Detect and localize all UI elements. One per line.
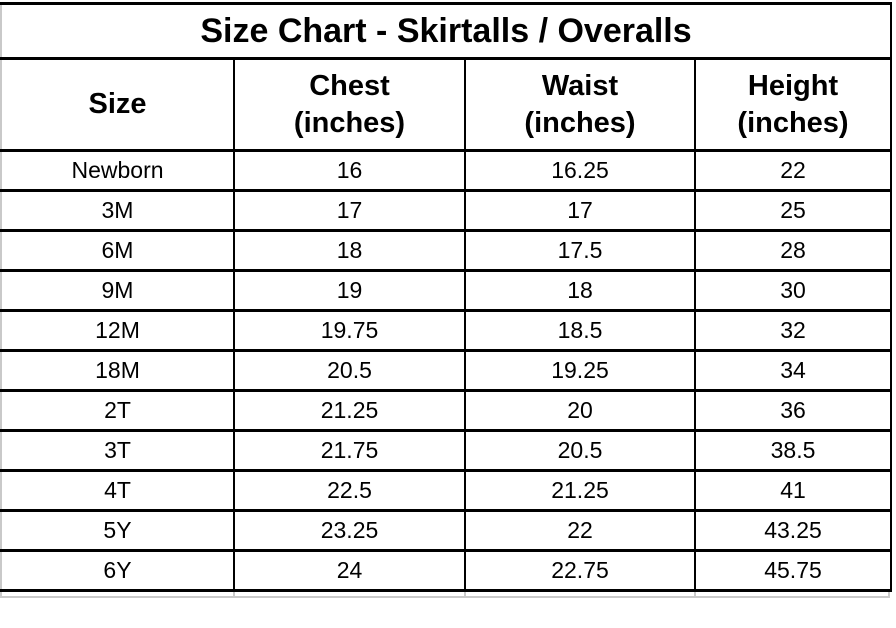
cell-waist: 20.5 <box>464 429 696 472</box>
column-header-chest-unit: (inches) <box>293 106 406 139</box>
chart-title: Size Chart - Skirtalls / Overalls <box>0 2 893 60</box>
grid-line <box>464 592 466 598</box>
table-row-18m: 18M 20.5 19.25 34 <box>0 349 893 392</box>
table-continuation <box>0 592 890 598</box>
cell-height: 32 <box>693 309 893 352</box>
column-header-height: Height (inches) <box>693 57 893 152</box>
cell-size: 9M <box>0 269 235 312</box>
table-row-3m: 3M 17 17 25 <box>0 189 893 232</box>
cell-chest: 19 <box>233 269 466 312</box>
grid-line <box>694 592 696 598</box>
cell-waist: 19.25 <box>464 349 696 392</box>
cell-waist: 16.25 <box>464 149 696 192</box>
cell-size: 3T <box>0 429 235 472</box>
table-row-3t: 3T 21.75 20.5 38.5 <box>0 429 893 472</box>
cell-height: 22 <box>693 149 893 192</box>
cell-height: 36 <box>693 389 893 432</box>
column-header-chest: Chest (inches) <box>233 57 466 152</box>
cell-size: 2T <box>0 389 235 432</box>
column-header-size: Size <box>0 57 235 152</box>
cell-size: 4T <box>0 469 235 512</box>
cell-height: 45.75 <box>693 549 893 592</box>
cell-chest: 19.75 <box>233 309 466 352</box>
cell-height: 38.5 <box>693 429 893 472</box>
size-chart-table: Size Chart - Skirtalls / Overalls Size C… <box>0 2 893 592</box>
column-header-waist-unit: (inches) <box>524 106 636 139</box>
grid-line <box>0 592 2 598</box>
cell-waist: 17 <box>464 189 696 232</box>
cell-height: 43.25 <box>693 509 893 552</box>
cell-size: 5Y <box>0 509 235 552</box>
cell-size: 6Y <box>0 549 235 592</box>
column-header-size-label: Size <box>88 88 147 120</box>
cell-waist: 22.75 <box>464 549 696 592</box>
cell-chest: 16 <box>233 149 466 192</box>
cell-height: 34 <box>693 349 893 392</box>
cell-chest: 17 <box>233 189 466 232</box>
column-header-waist-label: Waist <box>541 69 619 102</box>
cell-waist: 20 <box>464 389 696 432</box>
cell-size: 12M <box>0 309 235 352</box>
table-row-6y: 6Y 24 22.75 45.75 <box>0 549 893 592</box>
cell-size: 3M <box>0 189 235 232</box>
table-row-12m: 12M 19.75 18.5 32 <box>0 309 893 352</box>
cell-height: 28 <box>693 229 893 272</box>
cell-waist: 21.25 <box>464 469 696 512</box>
cell-chest: 21.25 <box>233 389 466 432</box>
column-header-waist: Waist (inches) <box>464 57 696 152</box>
cell-height: 25 <box>693 189 893 232</box>
cell-size: 18M <box>0 349 235 392</box>
header-row: Size Chest (inches) Waist (inches) Heigh… <box>0 57 893 152</box>
table-row-newborn: Newborn 16 16.25 22 <box>0 149 893 192</box>
grid-line <box>233 592 235 598</box>
cell-waist: 18.5 <box>464 309 696 352</box>
grid-line <box>888 592 890 598</box>
column-header-height-unit: (inches) <box>737 106 849 139</box>
table-row-5y: 5Y 23.25 22 43.25 <box>0 509 893 552</box>
table-row-6m: 6M 18 17.5 28 <box>0 229 893 272</box>
column-header-chest-label: Chest <box>309 69 390 102</box>
cell-waist: 18 <box>464 269 696 312</box>
cell-chest: 22.5 <box>233 469 466 512</box>
cell-size: Newborn <box>0 149 235 192</box>
cell-waist: 17.5 <box>464 229 696 272</box>
table-row-9m: 9M 19 18 30 <box>0 269 893 312</box>
title-row: Size Chart - Skirtalls / Overalls <box>0 2 893 60</box>
cell-height: 41 <box>693 469 893 512</box>
cell-chest: 21.75 <box>233 429 466 472</box>
cell-chest: 20.5 <box>233 349 466 392</box>
cell-size: 6M <box>0 229 235 272</box>
table-row-4t: 4T 22.5 21.25 41 <box>0 469 893 512</box>
cell-chest: 24 <box>233 549 466 592</box>
column-header-height-label: Height <box>747 69 839 102</box>
cell-height: 30 <box>693 269 893 312</box>
cell-chest: 23.25 <box>233 509 466 552</box>
table-row-2t: 2T 21.25 20 36 <box>0 389 893 432</box>
cell-waist: 22 <box>464 509 696 552</box>
cell-chest: 18 <box>233 229 466 272</box>
